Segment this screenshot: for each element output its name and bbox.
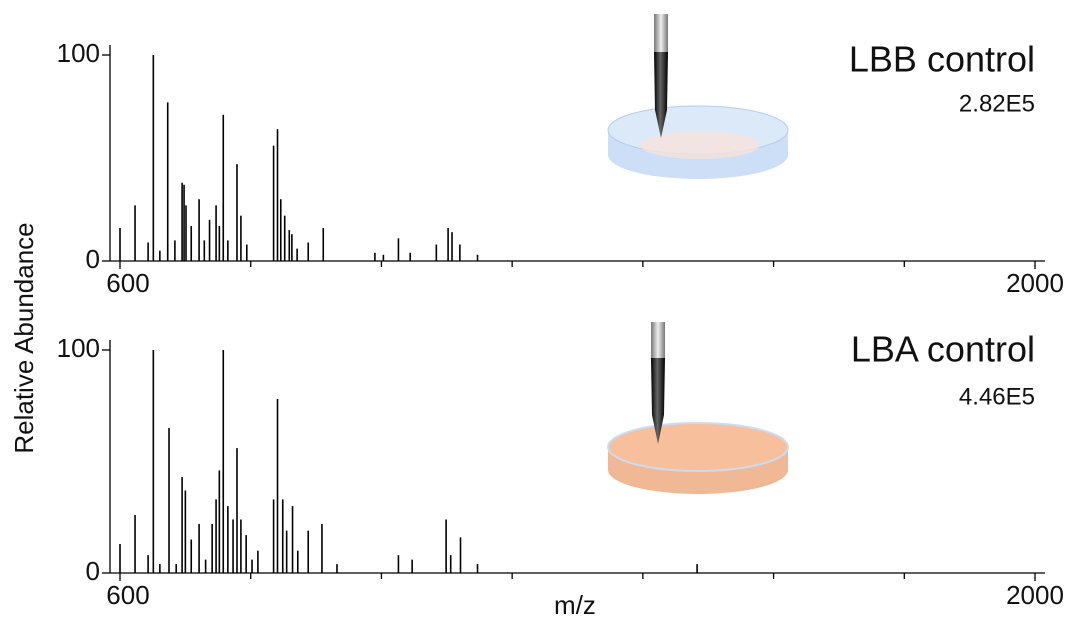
dish-illustration	[607, 14, 789, 179]
chart-title: LBA control	[851, 329, 1035, 370]
chart-title: LBB control	[849, 39, 1035, 80]
dish-illustration	[607, 322, 789, 494]
x-tick-label: 600	[106, 580, 149, 610]
x-tick-label: 2000	[1006, 268, 1064, 298]
annotation: 2.82E5	[959, 90, 1035, 117]
x-tick-label: 600	[106, 268, 149, 298]
y-tick-label: 100	[57, 38, 100, 68]
y-tick-label: 0	[86, 244, 100, 274]
y-axis-label: Relative Abundance	[9, 222, 39, 453]
y-tick-label: 0	[86, 556, 100, 586]
x-tick-label: 2000	[1006, 580, 1064, 610]
y-tick-label: 100	[57, 333, 100, 363]
x-axis-label: m/z	[554, 590, 596, 620]
annotation: 4.46E5	[959, 383, 1035, 410]
